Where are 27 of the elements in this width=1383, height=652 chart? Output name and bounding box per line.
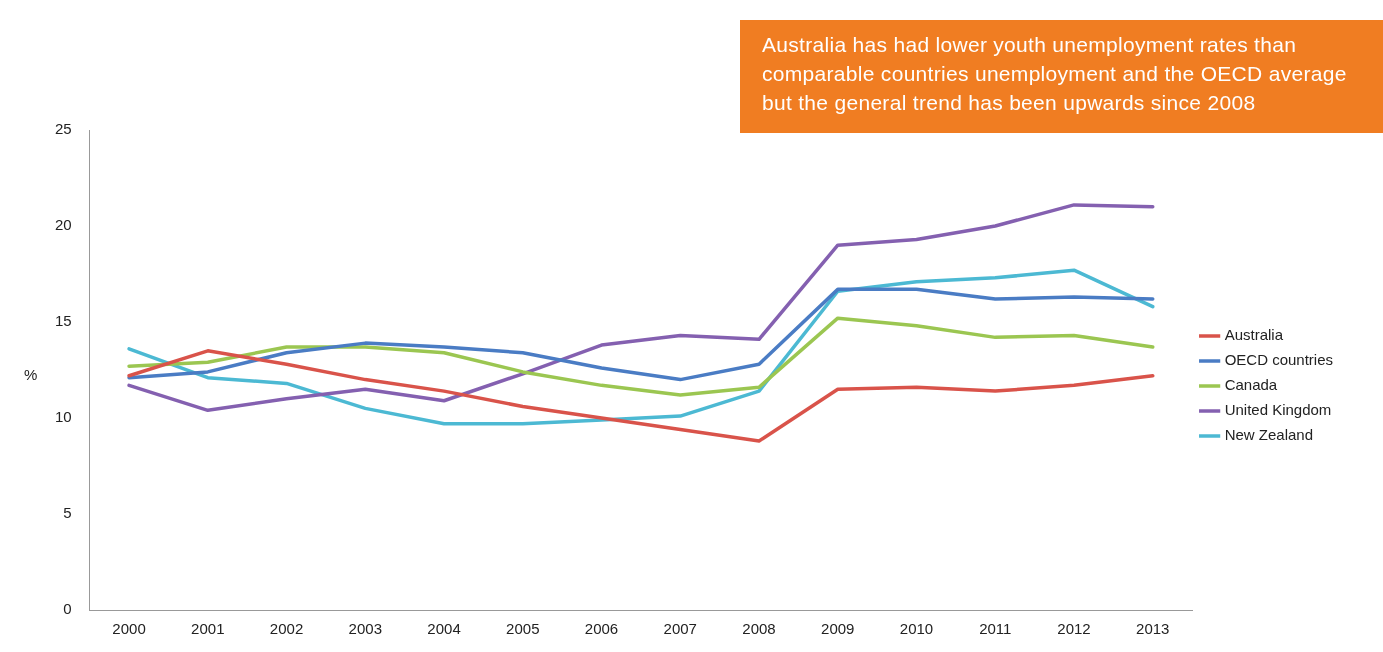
x-tick-label: 2004 [427, 620, 461, 638]
x-tick-label: 2009 [821, 620, 855, 638]
x-tick-label: 2005 [506, 620, 540, 638]
x-tick-label: 2010 [899, 620, 934, 638]
legend-label: New Zealand [1224, 426, 1314, 444]
y-tick-label: 25 [55, 120, 72, 138]
x-tick-label: 2001 [191, 620, 225, 638]
y-axis-title: % [24, 366, 38, 383]
legend-label: OECD countries [1224, 351, 1334, 369]
y-tick-label: 10 [55, 408, 72, 426]
legend-label: Canada [1224, 376, 1278, 394]
y-tick-label: 0 [63, 600, 72, 618]
x-tick-label: 2012 [1057, 620, 1091, 638]
legend-label: Australia [1224, 326, 1284, 344]
legend-label: United Kingdom [1224, 401, 1332, 419]
y-tick-label: 15 [55, 312, 72, 330]
y-tick-label: 20 [55, 216, 72, 234]
x-tick-label: 2008 [742, 620, 776, 638]
x-tick-label: 2002 [269, 620, 304, 638]
x-tick-label: 2007 [663, 620, 697, 638]
x-tick-label: 2003 [348, 620, 382, 638]
x-tick-label: 2011 [979, 620, 1012, 638]
x-tick-label: 2013 [1136, 620, 1170, 638]
x-tick-label: 2000 [112, 620, 146, 638]
x-tick-label: 2006 [584, 620, 619, 638]
text: Australia has had lower youth unemployment rates than comparable countries unemployment and the OECD average but the general trend has been upwards since 2008 [740, 20, 1383, 133]
y-tick-label: 5 [63, 504, 72, 522]
